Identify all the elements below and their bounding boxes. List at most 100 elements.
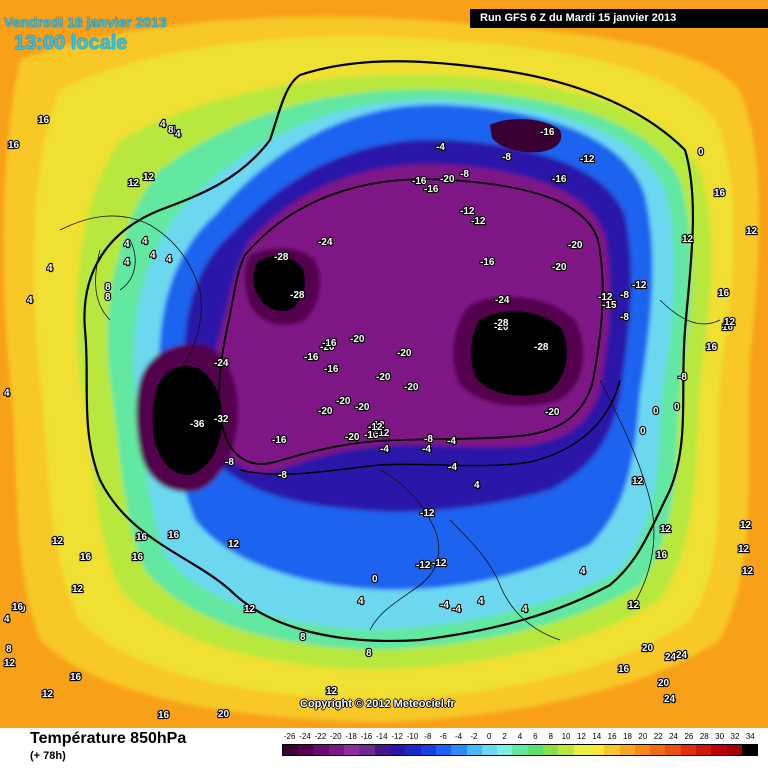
isotherm-value-label: 12: [632, 476, 644, 487]
legend-label: 2: [502, 732, 507, 741]
legend-swatch: [634, 745, 651, 755]
legend-label: -6: [439, 732, 447, 741]
isotherm-value-label: 16: [656, 550, 668, 561]
isotherm-value-label: 4: [124, 257, 130, 268]
isotherm-value-label: 4: [580, 566, 586, 577]
isotherm-value-label: -16: [552, 174, 567, 185]
legend-label: 16: [607, 732, 617, 741]
isotherm-value-label: -20: [350, 334, 365, 345]
isotherm-value-label: 8: [105, 292, 111, 303]
isotherm-value-label: 12: [740, 520, 752, 531]
isotherm-value-label: 16: [12, 602, 24, 613]
legend-label: -18: [345, 732, 357, 741]
isotherm-value-label: 4: [4, 388, 10, 399]
isotherm-value-label: 0: [640, 426, 646, 437]
isotherm-value-label: 4: [27, 295, 33, 306]
legend-label: -4: [455, 732, 463, 741]
coastline-north-america: [59, 215, 202, 371]
zero-isotherm: [83, 60, 694, 643]
legend-swatch: [328, 745, 345, 755]
color-legend: -26 -24 -22 -20 -18 -16 -14 -12 -10 -8 -6 -4 -2 0 2 4 6 8…: [282, 732, 758, 762]
isotherm-value-label: -4: [440, 600, 449, 611]
isotherm-value-label: -4: [448, 462, 457, 473]
run-info: Run GFS 6 Z du Mardi 15 janvier 2013: [470, 9, 768, 28]
isotherm-value-label: -4: [380, 444, 389, 455]
isotherm-value-label: -4: [422, 444, 431, 455]
isotherm-value-label: 4: [166, 254, 172, 265]
isotherm-value-label: 12: [742, 566, 754, 577]
legend-swatch: [527, 745, 544, 755]
isotherm-value-label: -12: [375, 428, 390, 439]
isotherm-value-label: 12: [244, 604, 256, 615]
minus20-isotherm: [218, 178, 604, 465]
legend-swatch: [298, 745, 314, 755]
legend-swatch: [512, 745, 528, 755]
isotherm-value-label: -8: [278, 470, 287, 481]
isotherm-value-label: -12: [471, 216, 486, 227]
minus8-isotherm: [239, 379, 621, 476]
isotherm-value-label: 4: [124, 239, 130, 250]
legend-label: 32: [730, 732, 740, 741]
isotherm-value-label: -16: [480, 257, 495, 268]
isotherm-value-label: -12: [370, 420, 385, 431]
legend-swatch: [650, 745, 666, 755]
isotherm-value-label: 16: [714, 188, 726, 199]
legend-label: 10: [561, 732, 571, 741]
isotherm-value-label: -8: [620, 312, 629, 323]
legend-label: 14: [592, 732, 602, 741]
legend-swatch: [420, 745, 436, 755]
coastline-asia: [599, 299, 721, 611]
isotherm-value-label: -20: [336, 396, 351, 407]
legend-swatch: [588, 745, 605, 755]
isotherm-value-label: -20: [397, 348, 412, 359]
isotherm-value-label: -16: [324, 364, 339, 375]
legend-swatch: [711, 745, 727, 755]
isotherm-value-label: -20: [318, 406, 333, 417]
isotherm-value-label: -12: [460, 206, 475, 217]
isotherm-value-label: 8: [366, 648, 372, 659]
legend-swatch: [451, 745, 467, 755]
legend-swatch: [313, 745, 329, 755]
legend-swatch: [344, 745, 360, 755]
footer-bar: Température 850hPa (+ 78h) -26 -24 -22 -20-…: [0, 728, 768, 768]
legend-swatch: [741, 745, 758, 755]
legend-swatch: [573, 745, 589, 755]
isotherm-value-label: -12: [416, 560, 431, 571]
isotherm-value-label: 24: [676, 650, 688, 661]
isotherm-value-label: -12: [580, 154, 595, 165]
isotherm-value-label: -12: [632, 280, 647, 291]
isotherm-value-label: -20: [545, 407, 560, 418]
isotherm-value-label: 20: [642, 643, 654, 654]
isotherm-value-label: 12: [72, 584, 84, 595]
isotherm-value-label: 12: [228, 539, 240, 550]
isotherm-value-label: 4: [170, 125, 176, 136]
isotherm-value-label: -12: [368, 422, 383, 433]
isotherm-value-label: 8: [300, 632, 306, 643]
legend-label: 0: [487, 732, 492, 741]
isotherm-value-label: 24: [665, 652, 677, 663]
legend-label: -20: [329, 732, 342, 741]
isotherm-value-label: -28: [494, 318, 509, 329]
isotherm-value-label: -8: [424, 434, 433, 445]
legend-swatch: [619, 745, 635, 755]
isotherm-value-label: 16: [722, 322, 734, 333]
isotherm-value-label: 4: [522, 604, 528, 615]
isotherm-value-label: 16: [70, 672, 82, 683]
isotherm-value-label: 4: [474, 480, 480, 491]
isotherm-value-label: 8: [168, 125, 174, 136]
legend-label: -26: [283, 732, 296, 741]
legend-swatch: [359, 745, 375, 755]
isotherm-value-label: 12: [326, 686, 338, 697]
forecast-hour: (+ 78h): [30, 750, 66, 762]
isotherm-value-label: -12: [432, 558, 447, 569]
legend-swatch: [696, 745, 712, 755]
isotherm-value-label: -4: [452, 604, 461, 615]
isotherm-value-label: 4: [142, 236, 148, 247]
legend-label: 18: [623, 732, 632, 741]
legend-label: -8: [424, 732, 432, 741]
isotherm-value-label: 12: [52, 536, 64, 547]
legend-swatch: [726, 745, 742, 755]
legend-label: -24: [299, 732, 311, 741]
isotherm-value-label: 4: [4, 614, 10, 625]
isotherm-value-label: -16: [272, 435, 287, 446]
